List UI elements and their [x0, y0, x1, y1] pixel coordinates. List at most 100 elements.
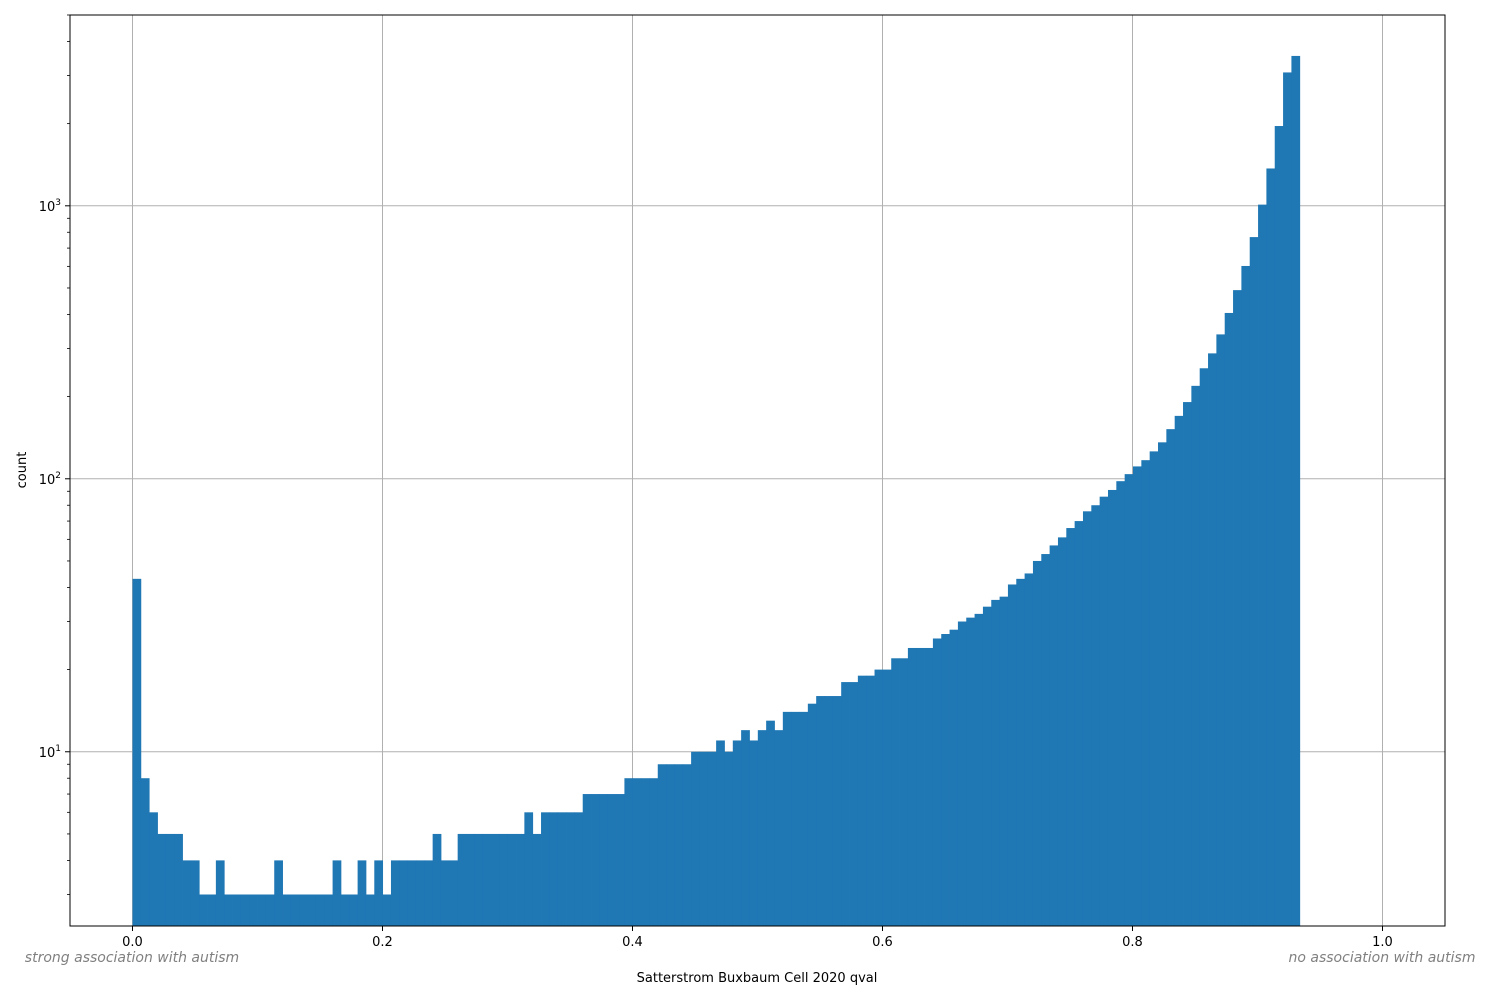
histogram-bar	[991, 599, 1000, 926]
histogram-bar	[140, 778, 150, 926]
histogram-bar	[1124, 474, 1134, 926]
histogram-bar	[1274, 126, 1284, 927]
right-annotation: no association with autism	[1289, 950, 1476, 966]
histogram-bar	[324, 894, 333, 926]
histogram-bar	[182, 860, 192, 926]
histogram-bar	[390, 860, 400, 926]
histogram-bar	[507, 833, 517, 926]
histogram-bar	[357, 860, 367, 926]
y-tick-label: 103	[39, 198, 61, 215]
histogram-bar	[1024, 573, 1034, 926]
histogram-bar	[982, 606, 992, 926]
histogram-bar	[1216, 334, 1226, 927]
histogram-bar	[474, 833, 484, 926]
histogram-bar	[674, 764, 684, 926]
x-tick-label: 0.2	[372, 935, 393, 950]
histogram-bar	[440, 860, 450, 926]
histogram-bar	[741, 730, 750, 926]
histogram-bar	[1266, 168, 1276, 926]
histogram-bar	[791, 711, 800, 926]
histogram-bar	[224, 894, 233, 926]
histogram-bar	[1291, 55, 1301, 926]
y-tick-label: 101	[39, 744, 61, 761]
histogram-bar	[1191, 385, 1201, 927]
histogram-bar	[549, 812, 559, 926]
histogram-bar	[799, 711, 809, 926]
histogram-bar	[816, 696, 825, 926]
histogram-bar	[1174, 415, 1184, 926]
histogram-bar	[249, 894, 258, 926]
histogram-bar	[207, 894, 217, 926]
y-axis-label: count	[15, 452, 30, 489]
histogram-bar	[974, 613, 984, 926]
histogram-bar	[1091, 505, 1101, 926]
histogram-bar	[749, 740, 759, 926]
x-tick-label: 1.0	[1372, 935, 1393, 950]
histogram-bar	[349, 894, 359, 926]
histogram-bar	[132, 578, 142, 926]
histogram-bar	[616, 794, 625, 926]
x-tick-label: 0.4	[622, 935, 643, 950]
histogram-bar	[882, 669, 892, 926]
histogram-bar	[966, 617, 975, 926]
histogram-bar	[932, 638, 942, 926]
histogram-bar	[1241, 265, 1251, 927]
histogram-bar	[1107, 489, 1117, 926]
histogram-bar	[491, 833, 500, 926]
histogram-bar	[682, 764, 692, 926]
histogram-bar	[1166, 429, 1176, 926]
histogram-bars	[132, 55, 1301, 927]
y-axis-ticks: 101 102 103	[39, 14, 70, 895]
histogram-bar	[174, 833, 183, 926]
histogram-bar	[482, 833, 492, 926]
histogram-bar	[466, 833, 475, 926]
histogram-bar	[299, 894, 308, 926]
histogram-bar	[957, 621, 967, 926]
x-axis-ticks: 0.0 0.2 0.4 0.6 0.8 1.0	[122, 926, 1393, 950]
histogram-bar	[1258, 204, 1267, 926]
histogram-bar	[1057, 537, 1067, 926]
histogram-bar	[1158, 442, 1167, 926]
histogram-bar	[449, 860, 459, 926]
histogram-bar	[1283, 72, 1292, 926]
histogram-bar	[282, 894, 292, 926]
histogram-bar	[832, 696, 842, 926]
histogram-bar	[866, 675, 875, 926]
histogram-bar	[274, 860, 283, 926]
left-annotation: strong association with autism	[25, 950, 239, 966]
histogram-bar	[257, 894, 267, 926]
histogram-bar	[782, 711, 792, 926]
histogram-bar	[1183, 402, 1192, 926]
histogram-bar	[874, 669, 884, 926]
histogram-bar	[524, 812, 534, 926]
histogram-bar	[657, 764, 667, 926]
histogram-bar	[632, 778, 642, 926]
histogram-bar	[724, 751, 734, 926]
histogram-bar	[290, 894, 300, 926]
histogram-bar	[807, 703, 817, 926]
histogram-bar	[365, 894, 375, 926]
histogram-bar	[1032, 560, 1042, 926]
histogram-bar	[340, 894, 350, 926]
histogram-bar	[699, 751, 709, 926]
x-tick-label: 0.6	[872, 935, 893, 950]
histogram-bar	[265, 894, 275, 926]
histogram-bar	[857, 675, 867, 926]
histogram-bar	[240, 894, 250, 926]
histogram-bar	[1049, 545, 1059, 926]
histogram-bar	[949, 629, 959, 926]
histogram-bar	[716, 740, 725, 926]
histogram-bar	[215, 860, 225, 926]
plot-frame	[69, 14, 1446, 927]
histogram-bar	[1249, 237, 1259, 927]
histogram-bar	[1082, 511, 1092, 926]
x-tick-label: 0.0	[122, 935, 143, 950]
histogram-bar	[774, 730, 784, 926]
histogram-bar	[157, 833, 167, 926]
histogram-bar	[574, 812, 584, 926]
histogram-bar	[707, 751, 717, 926]
histogram-bar	[666, 764, 675, 926]
histogram-bar	[924, 647, 934, 926]
histogram-bar	[941, 634, 950, 926]
